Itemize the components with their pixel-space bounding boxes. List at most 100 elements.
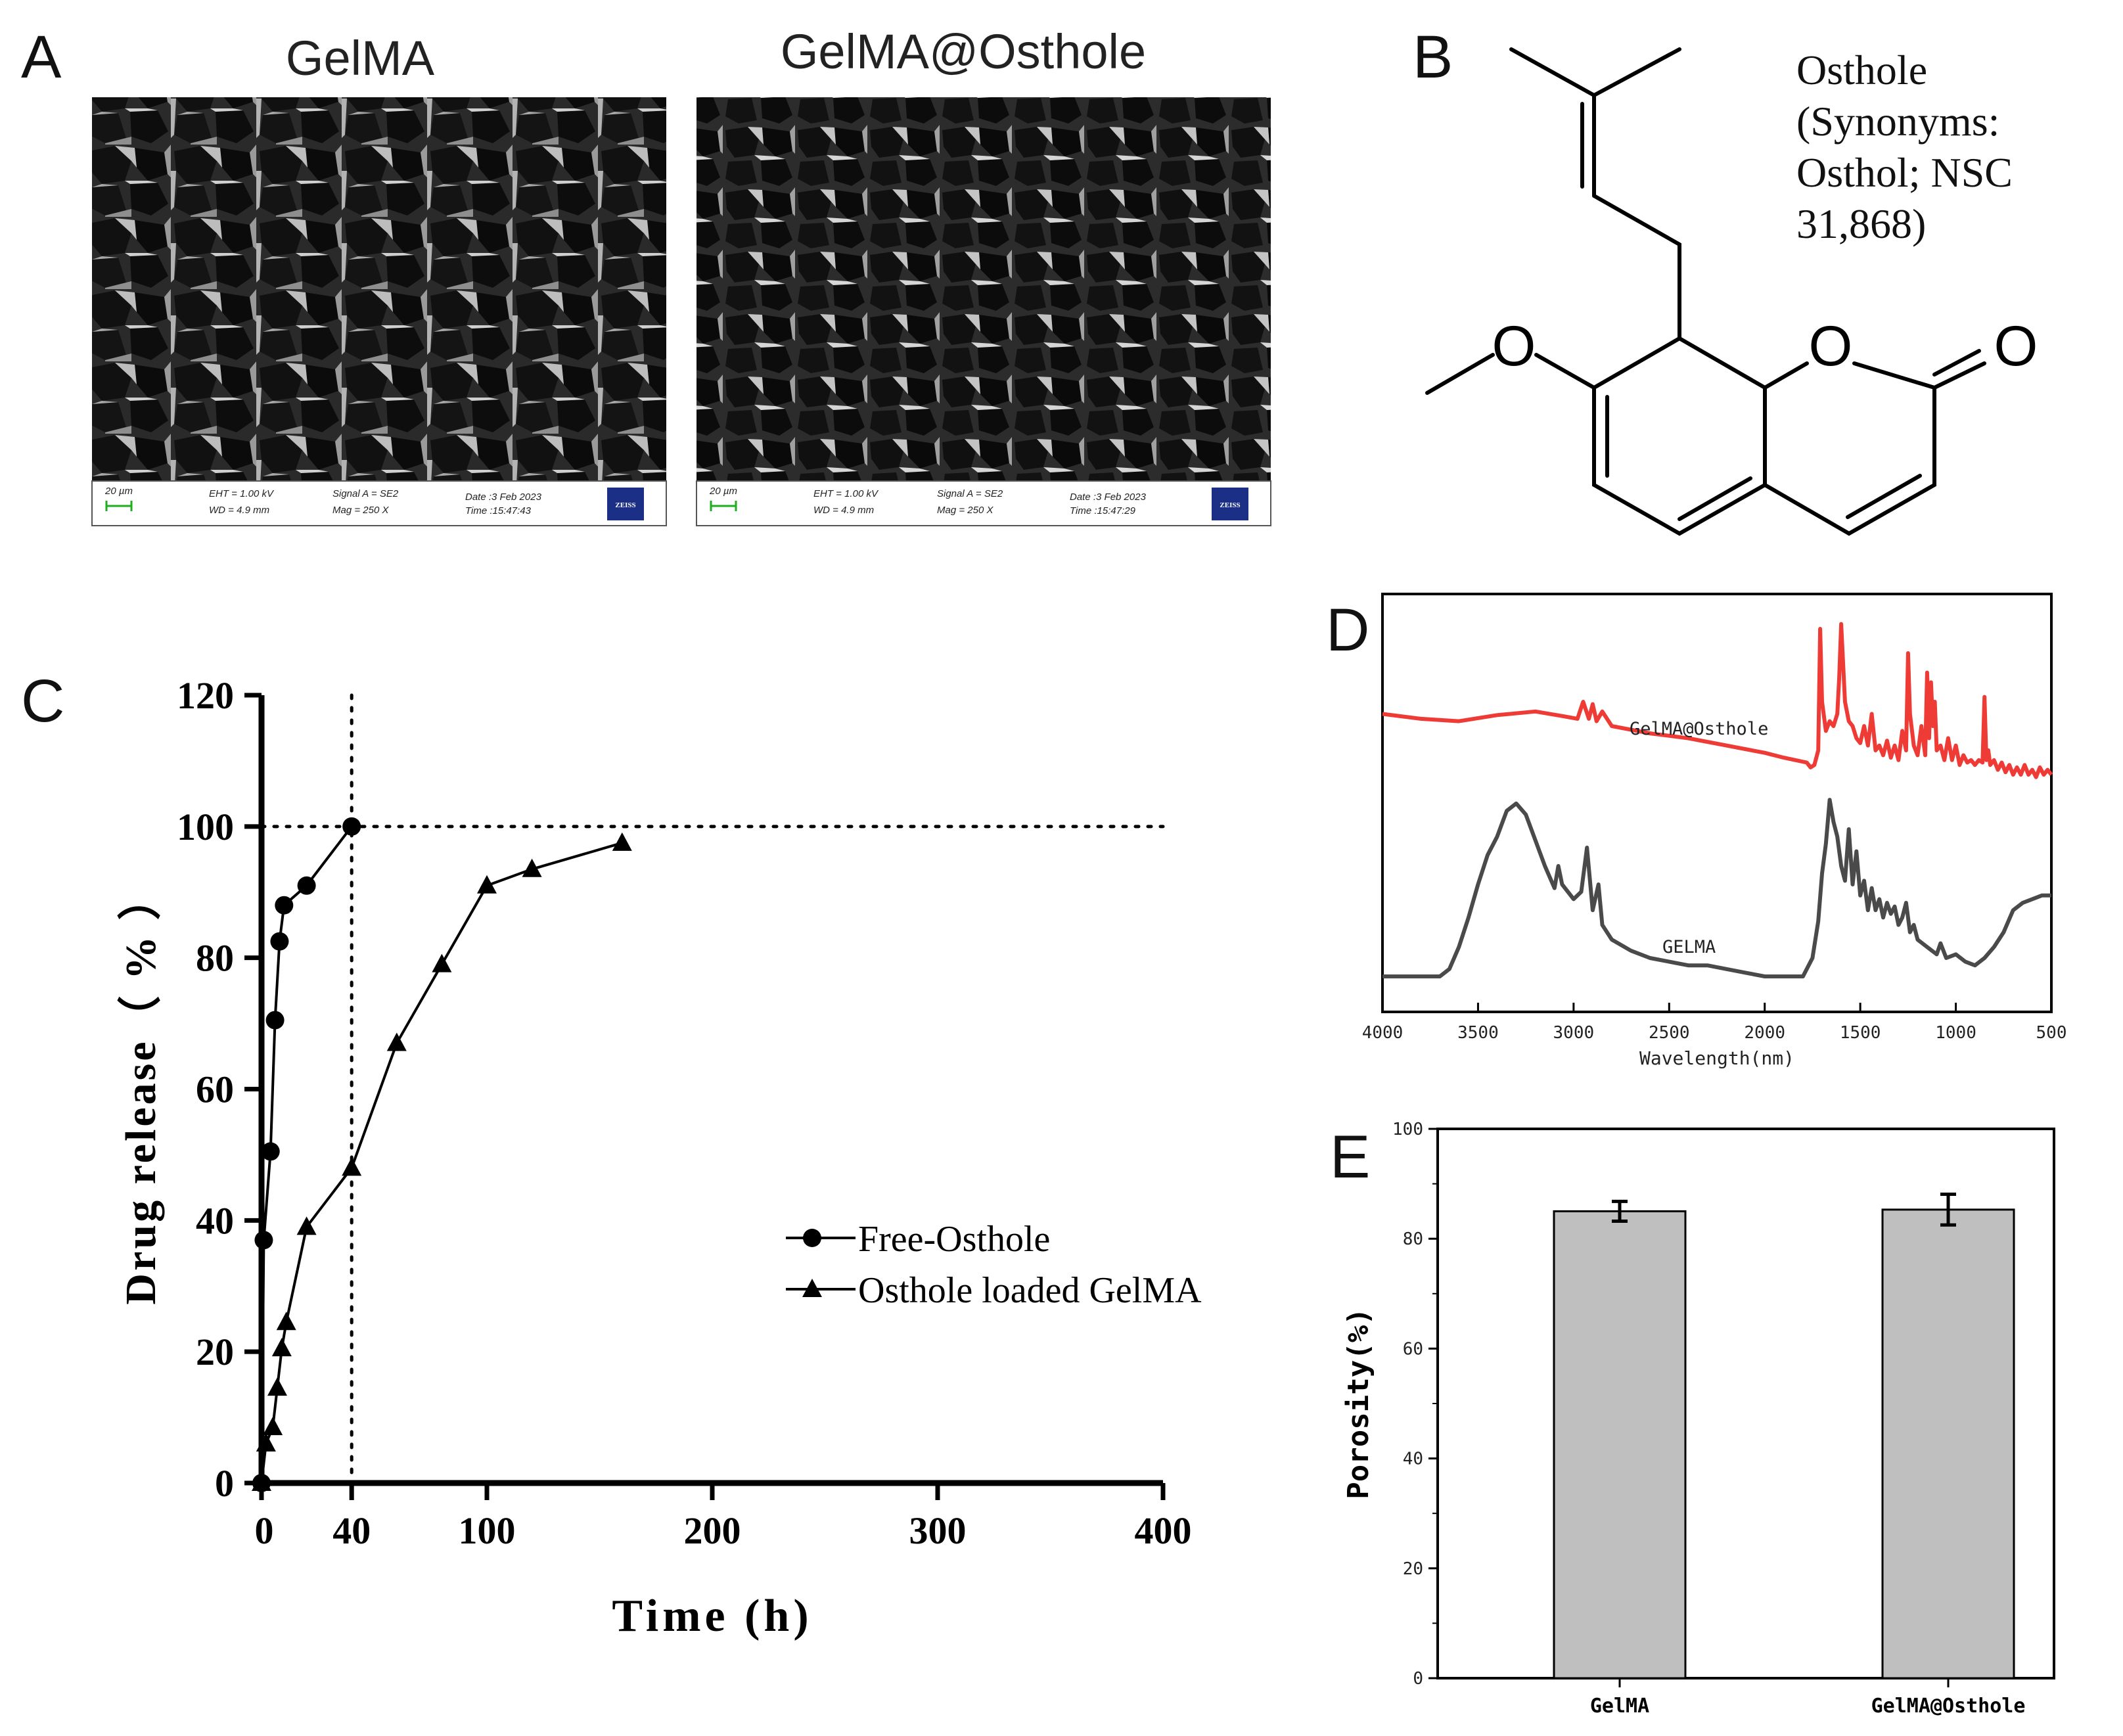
compound-label-line-1: Osthole	[1796, 47, 1927, 93]
y-axis-title: Porosity(%)	[1342, 1308, 1375, 1499]
osthole-structure	[1425, 47, 1986, 536]
zeiss-logo	[1212, 488, 1248, 520]
spectrum-line	[1382, 622, 2053, 779]
spectrum-label-gelma-osthole: GelMA@Osthole	[1630, 719, 1768, 739]
error-bar	[1940, 1192, 1956, 1227]
x-tick-label: 0	[255, 1509, 274, 1552]
sem-wd: WD = 4.9 mm	[209, 505, 269, 516]
bar	[1881, 1208, 2015, 1679]
sem-scale-bar	[105, 501, 133, 511]
sem-eht: EHT = 1.00 kV	[813, 488, 879, 499]
data-point-osthole-gelma	[276, 1312, 296, 1331]
zeiss-logo-text: ZEISS	[615, 501, 635, 509]
x-axis-title: Wavelength(nm)	[1639, 1047, 1794, 1069]
legend-label: Osthole loaded GelMA	[858, 1270, 1202, 1311]
x-tick-label: 3500	[1457, 1023, 1499, 1043]
y-tick-label: 100	[1392, 1120, 1423, 1139]
compound-label-line-2: (Synonyms:	[1796, 98, 1999, 145]
x-axis-title: Time (h)	[612, 1591, 812, 1641]
data-point-osthole-gelma	[477, 875, 497, 894]
data-point-free-osthole	[275, 896, 294, 915]
zeiss-logo	[607, 488, 644, 520]
panel-e-letter: E	[1330, 1124, 1370, 1191]
y-tick-label: 120	[177, 674, 234, 717]
sem-mag: Mag = 250 X	[937, 505, 993, 516]
x-tick-label: 2000	[1744, 1023, 1785, 1043]
x-tick-label: 100	[459, 1509, 516, 1552]
x-tick-label: 1000	[1935, 1023, 1976, 1043]
y-tick-label: 60	[196, 1068, 234, 1111]
sem-mag: Mag = 250 X	[332, 505, 389, 516]
porosity-chart: 0 20 40 60 80 100 GelMA GelMA@Osthole Porosity(%…	[1342, 1120, 2055, 1718]
y-tick-label: 80	[1403, 1229, 1423, 1249]
compound-label-line-4: 31,868)	[1796, 200, 1926, 247]
y-tick-label: 40	[196, 1199, 234, 1242]
sem-time: Time :15:47:43	[465, 505, 532, 516]
data-point-osthole-gelma	[263, 1417, 283, 1436]
atom-o-methoxy: O	[1492, 315, 1536, 378]
sem-signal: Signal A = SE2	[937, 488, 1003, 499]
x-tick-label: GelMA@Osthole	[1871, 1695, 2026, 1718]
data-point-free-osthole	[261, 1142, 280, 1161]
zeiss-logo-text: ZEISS	[1220, 501, 1240, 509]
spectrum-label-gelma: GELMA	[1662, 937, 1716, 957]
x-tick-label: 4000	[1362, 1023, 1404, 1043]
sem-title-gelma: GelMA	[286, 31, 435, 85]
sem-info-bar-gelma	[91, 480, 667, 526]
sem-scale-bar	[710, 501, 737, 511]
data-point-free-osthole	[297, 876, 316, 895]
legend-marker-circle	[803, 1229, 821, 1247]
sem-signal: Signal A = SE2	[332, 488, 399, 499]
y-tick-label: 0	[1413, 1669, 1423, 1689]
data-point-osthole-gelma	[252, 1473, 271, 1491]
sem-info-bar-gelma-osthole	[696, 480, 1271, 526]
bar	[1553, 1210, 1687, 1679]
sem-micrograph-gelma	[92, 97, 666, 481]
data-point-free-osthole	[342, 817, 361, 836]
ftir-chart: 4000 3500 3000 2500 2000 1500 1000 500 Wavelengt…	[1362, 593, 2067, 1069]
atom-o-ring: O	[1809, 315, 1853, 378]
data-point-osthole-gelma	[386, 1032, 407, 1051]
data-point-osthole-gelma	[256, 1433, 276, 1452]
spectrum-line	[1382, 798, 2051, 978]
sem-scale-label: 20 µm	[104, 486, 133, 497]
data-point-osthole-gelma	[271, 1338, 292, 1357]
panel-a-letter: A	[21, 24, 62, 91]
panel-d-letter: D	[1326, 597, 1369, 664]
data-point-free-osthole	[265, 1011, 285, 1030]
plot-frame	[1381, 593, 2053, 1013]
data-point-osthole-gelma	[432, 953, 452, 972]
atom-o-carbonyl: O	[1994, 315, 2038, 378]
compound-label-line-3: Osthol; NSC	[1796, 149, 2013, 196]
data-point-osthole-gelma	[342, 1157, 362, 1176]
sem-image-gelma-osthole: GelMA@Osthole 20 µm EHT = 1.00 kV WD = 4…	[696, 24, 1271, 526]
x-tick-label: 2500	[1649, 1023, 1690, 1043]
x-tick-label: 1500	[1840, 1023, 1881, 1043]
x-tick-label: 3000	[1553, 1023, 1595, 1043]
x-tick-label: 300	[909, 1509, 967, 1552]
series-line	[260, 841, 623, 1484]
data-point-osthole-gelma	[267, 1377, 288, 1396]
y-tick-label: 60	[1403, 1339, 1423, 1359]
y-tick-label: 20	[196, 1331, 234, 1373]
y-tick-label: 80	[196, 937, 234, 980]
x-tick-label: 500	[2036, 1023, 2067, 1043]
sem-date: Date :3 Feb 2023	[1070, 491, 1147, 503]
y-tick-label: 100	[177, 806, 234, 848]
panel-c-letter: C	[21, 668, 64, 735]
legend-label: Free-Osthole	[858, 1219, 1050, 1260]
sem-scale-label: 20 µm	[709, 486, 737, 497]
x-tick-label: 40	[332, 1509, 371, 1552]
data-point-osthole-gelma	[612, 832, 632, 851]
sem-image-gelma: GelMA 20 µm EHT = 1.00 kV WD = 4.9 mm Si…	[91, 31, 667, 526]
sem-title-gelma-osthole: GelMA@Osthole	[781, 24, 1146, 79]
y-tick-label: 0	[215, 1462, 234, 1505]
x-tick-label: 200	[684, 1509, 741, 1552]
sem-time: Time :15:47:29	[1070, 505, 1136, 516]
sem-date: Date :3 Feb 2023	[465, 491, 542, 503]
sem-wd: WD = 4.9 mm	[813, 505, 874, 516]
panel-b-letter: B	[1413, 24, 1453, 91]
sem-micrograph-gelma-osthole	[696, 97, 1271, 481]
data-point-free-osthole	[254, 1231, 273, 1250]
x-tick-label: GelMA	[1590, 1695, 1649, 1718]
